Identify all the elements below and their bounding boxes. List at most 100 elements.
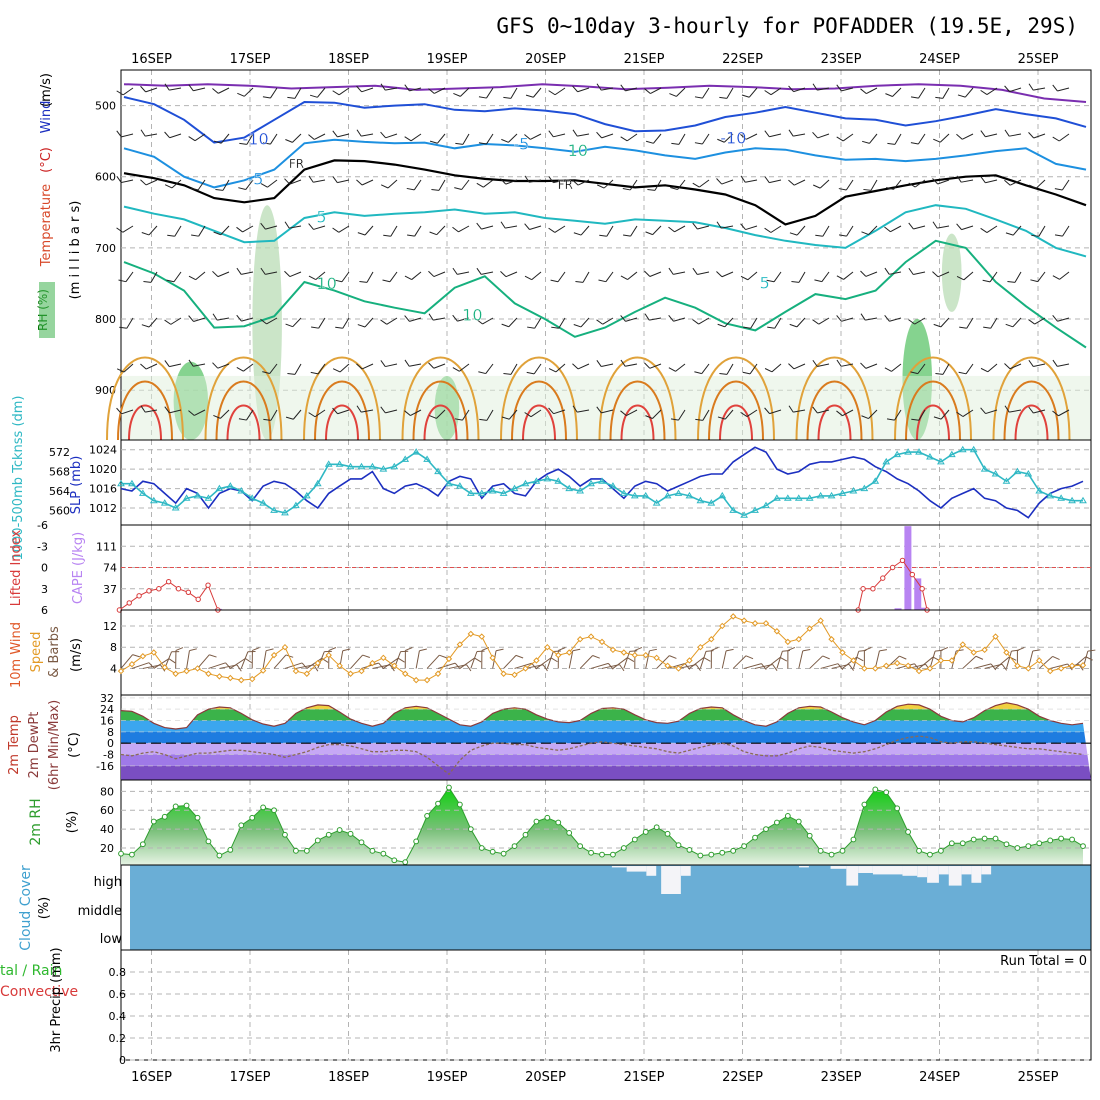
- wind-barb-shaft: [1033, 87, 1046, 91]
- rh-marker: [631, 836, 638, 843]
- rh-marker: [533, 818, 540, 825]
- wind-barb-shaft: [390, 225, 398, 237]
- thickness-marker: [237, 487, 246, 494]
- wind-barb-flag: [705, 650, 714, 652]
- wind-barb-shaft: [868, 409, 878, 419]
- wind-barb-flag: [495, 648, 504, 652]
- dewpoint-label: 2m DewPt: [27, 712, 42, 779]
- wind-barb-shaft: [273, 654, 287, 669]
- wind-barb-flag: [429, 231, 437, 236]
- wind-barb: [141, 317, 158, 328]
- wind-speed-marker: [598, 638, 606, 646]
- wind-barb-shaft: [674, 225, 686, 233]
- wind-barb-flag: [975, 655, 984, 660]
- wind-barb-flag: [622, 188, 631, 191]
- wind-barb-shaft: [486, 133, 494, 145]
- rh-marker: [511, 843, 518, 850]
- wind-barb-shaft: [148, 225, 158, 236]
- wind-barb: [933, 133, 950, 143]
- wind-barb-flag: [836, 275, 844, 280]
- wind-barb-flag: [1054, 188, 1063, 191]
- temperature-band: [121, 731, 1091, 744]
- cape-label: CAPE (J/kg): [71, 532, 86, 604]
- wind-barb-shaft: [122, 87, 134, 96]
- tick-label: -16: [96, 760, 114, 773]
- wind-barb-shaft: [350, 654, 363, 669]
- wind-speed-marker: [555, 651, 562, 659]
- wind-barb-flag: [238, 418, 247, 421]
- wind-barb-flag: [848, 664, 855, 671]
- wind-barb-flag: [1054, 234, 1063, 237]
- rh-marker: [282, 831, 288, 838]
- wind-barb-flag: [213, 231, 221, 236]
- tick-label: 8: [107, 726, 114, 739]
- wind-barb-flag: [500, 221, 506, 229]
- rh-marker: [129, 851, 135, 858]
- wind-barb: [284, 270, 302, 278]
- wind-barb-flag: [886, 418, 895, 421]
- wind-barb: [476, 267, 494, 275]
- wind-barb-shaft: [1005, 650, 1012, 669]
- wind-barb-shaft: [262, 650, 267, 669]
- surface-wind-barb: [350, 654, 370, 669]
- rh-marker: [752, 834, 758, 841]
- wind-barb-flag: [788, 129, 794, 137]
- wind-barb: [239, 133, 254, 145]
- wind-barb-shaft: [793, 179, 806, 186]
- rh-marker: [872, 786, 879, 793]
- tick-label: 40: [100, 823, 114, 836]
- wind-barb-shaft: [338, 225, 350, 233]
- wind-barb: [958, 363, 974, 375]
- wind-barb: [1030, 271, 1046, 283]
- rh-marker: [784, 812, 791, 819]
- wind-barb: [285, 133, 302, 143]
- temperature-band: [121, 754, 1091, 766]
- wind-barb-flag: [1004, 129, 1010, 137]
- lifted-index-label: Lifted Index: [9, 529, 24, 606]
- wind-barb-flag: [645, 140, 654, 144]
- wind-barb-flag: [694, 142, 703, 145]
- wind-barb: [188, 359, 206, 367]
- wind-speed-marker: [806, 625, 813, 632]
- wind-speed-marker: [423, 676, 431, 684]
- surface-wind-barb: [689, 657, 711, 669]
- thickness-marker: [838, 489, 847, 496]
- wind-barb-flag: [311, 326, 319, 329]
- wind-barb: [357, 317, 374, 328]
- wind-barb-flag: [596, 83, 602, 91]
- wind-barb-flag: [741, 94, 750, 98]
- wind-barb: [836, 359, 854, 367]
- surface-wind-barb: [1050, 663, 1073, 671]
- wind-barb-shaft: [217, 363, 230, 369]
- thickness-marker: [532, 477, 541, 484]
- wind-barb-flag: [284, 221, 290, 229]
- wind-speed-marker: [259, 667, 267, 674]
- wind-barb-flag: [527, 326, 535, 329]
- wind-barb-shaft: [626, 133, 638, 142]
- wind-barb: [380, 360, 398, 368]
- wind-barb-flag: [740, 223, 746, 230]
- wind-barb-shaft: [1061, 179, 1070, 191]
- bottom-date-axis: 16SEP 17SEP 18SEP 19SEP 20SEP 21SEP 22SEP 23SEP…: [131, 1070, 1059, 1085]
- wind-barb-flag: [1007, 280, 1016, 283]
- wind-barb: [260, 267, 278, 275]
- surface-wind-barb: [776, 650, 790, 669]
- wind-barb-flag: [362, 654, 370, 658]
- upper-air-panel: 500600700800900-10-5FRFR-510-10510510RH …: [36, 69, 1092, 441]
- rh-marker: [817, 847, 824, 854]
- wind-barb: [524, 175, 542, 183]
- wind-barb: [452, 267, 470, 275]
- thickness-marker: [663, 491, 672, 499]
- wind-barb-shaft: [918, 87, 926, 99]
- wind-barb-shaft: [918, 409, 926, 421]
- wind-speed-marker: [992, 633, 999, 640]
- thickness-marker: [598, 477, 606, 484]
- wind-barb-flag: [910, 96, 919, 99]
- wind-barb-shaft: [1009, 133, 1022, 137]
- wind-barb-shaft: [1038, 225, 1046, 237]
- wind-speed-marker: [183, 667, 190, 675]
- surface-wind-barb: [120, 654, 141, 669]
- wind-barb: [596, 83, 614, 91]
- wind-barb-flag: [620, 410, 627, 416]
- wind-barb: [838, 225, 854, 237]
